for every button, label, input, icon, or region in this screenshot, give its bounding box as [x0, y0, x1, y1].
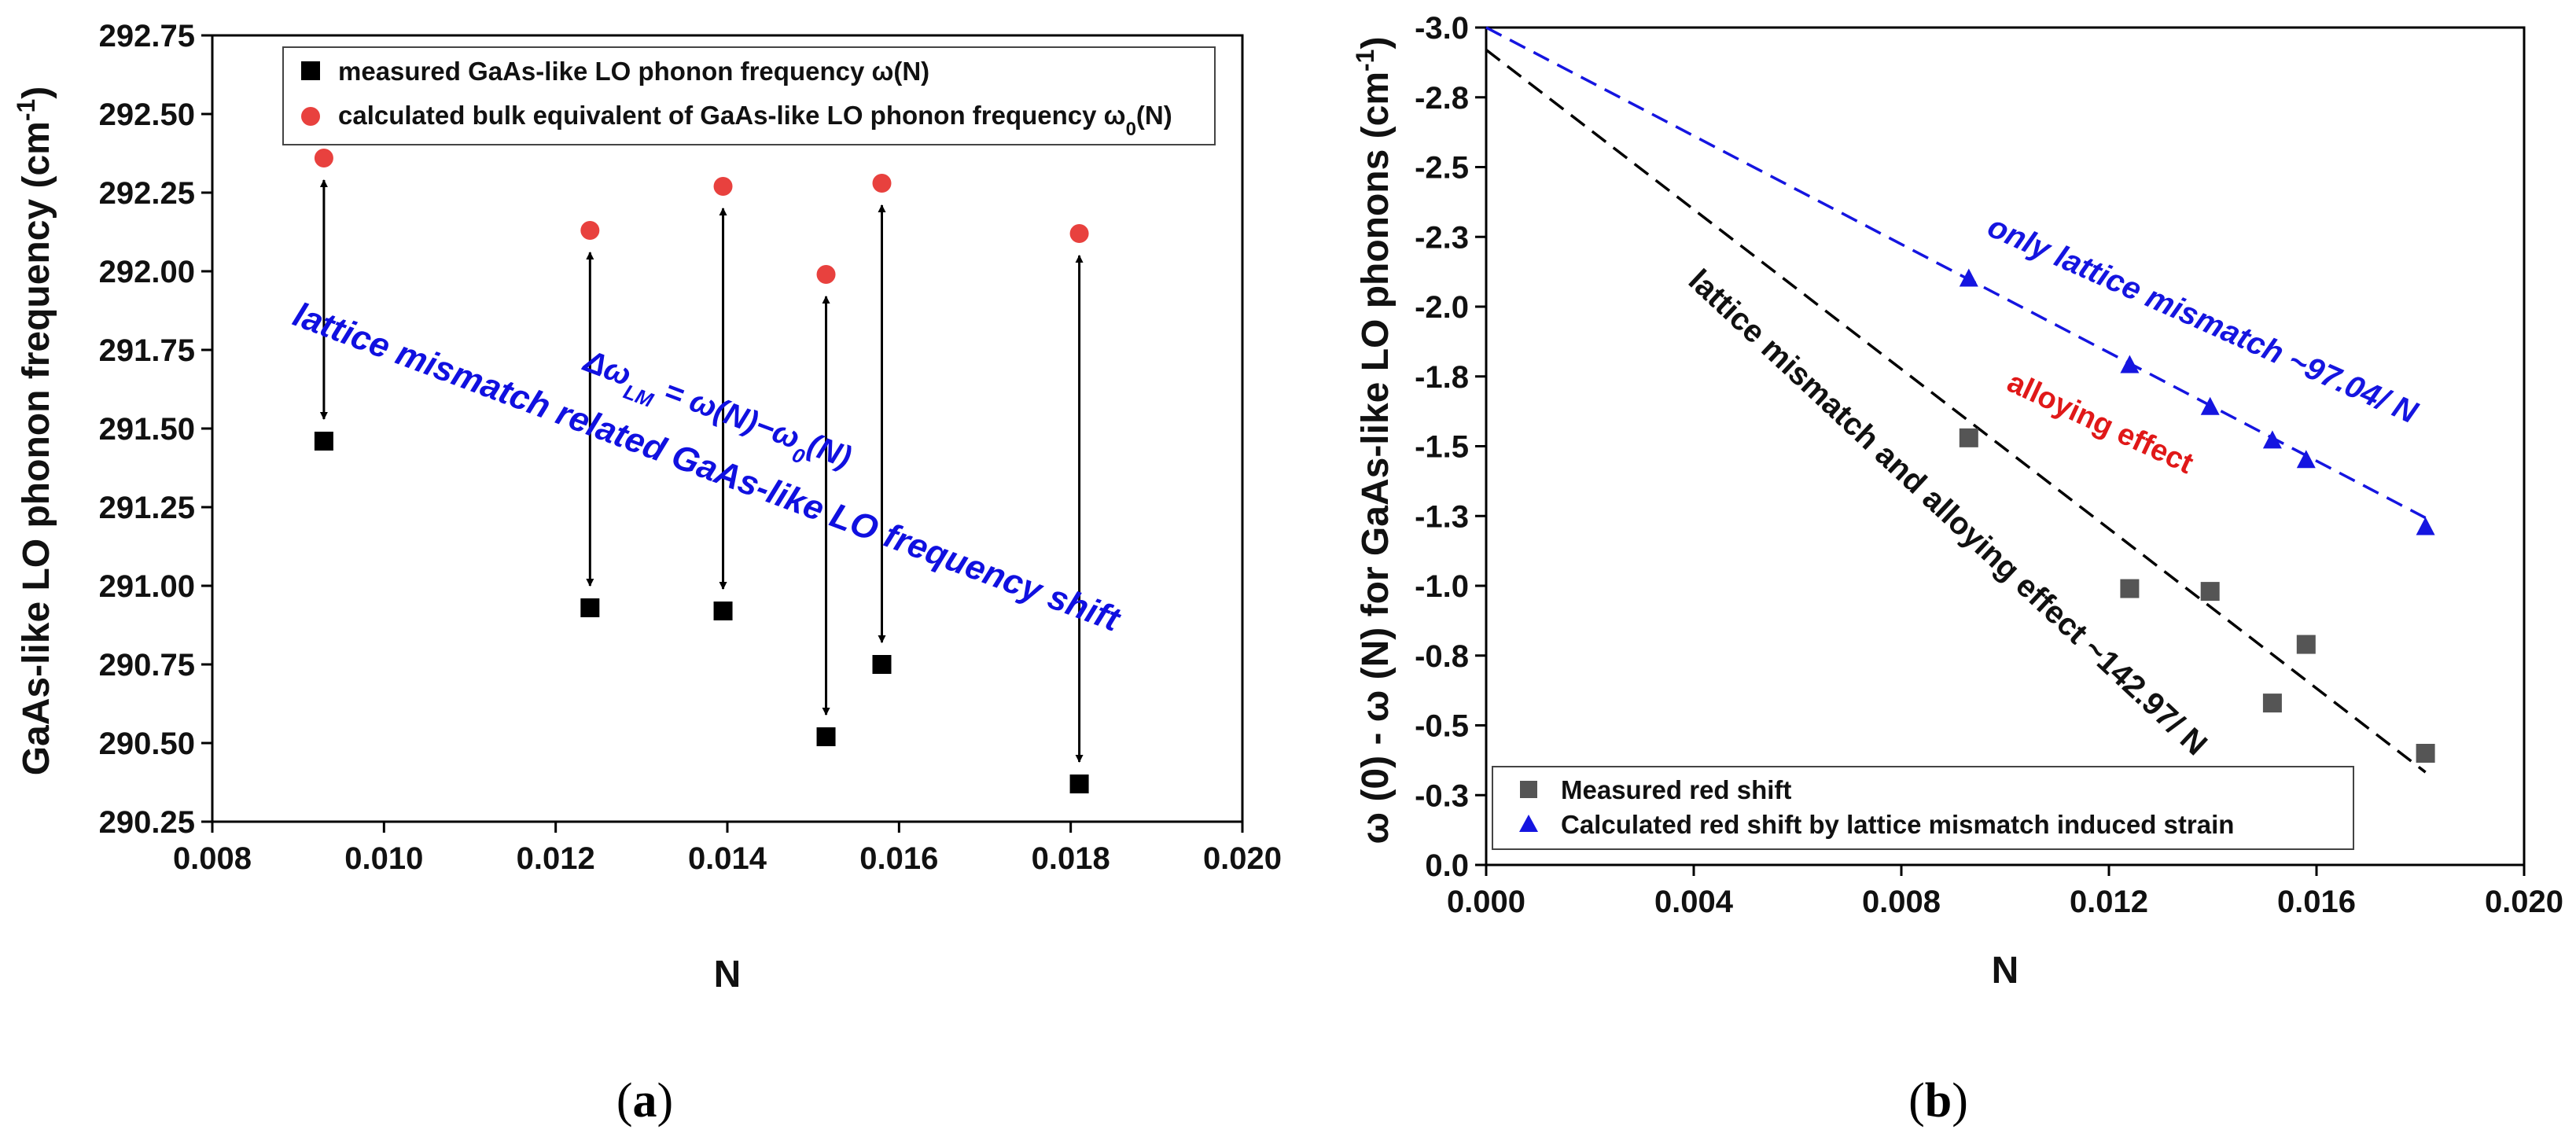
panel-a-x-label: N: [714, 954, 742, 995]
panel-a-x-tick-label: 0.016: [859, 841, 938, 876]
measured-frequency-point: [580, 598, 600, 617]
alloying-effect-label: alloying effect: [2002, 366, 2199, 480]
panel-a-x-tick-label: 0.018: [1032, 841, 1110, 876]
panel-a-x-tick-label: 0.012: [517, 841, 595, 876]
shift-annotation: lattice mismatch related GaAs-like LO fr…: [288, 295, 1126, 639]
panel-b-y-tick-label: -1.0: [1415, 569, 1469, 604]
panel-a-chart: 0.008 0.010 0.012 0.014 0.016 0.018 0.020 290.…: [12, 19, 1282, 1128]
panel-b-y-label: ω (0) - ω (N) for GaAs-like LO phonons (…: [1351, 37, 1397, 844]
panel-b-y-tick-label: -2.5: [1415, 151, 1469, 186]
calculated-red-shift-point: [2262, 430, 2282, 449]
panel-a-y-tick-label: 291.75: [99, 333, 195, 368]
panel-b-y-tick-label: -0.8: [1415, 639, 1469, 674]
bulk-frequency-point: [816, 265, 836, 284]
measured-frequency-point: [1069, 775, 1089, 793]
measured-frequency-point: [713, 602, 733, 620]
panel-a-y-tick-label: 291.00: [99, 569, 195, 604]
panel-b-x-label: N: [1992, 950, 2019, 992]
panel-a-markers: [314, 149, 1089, 793]
panel-b-legend: Measured red shift Calculated red shift …: [1492, 766, 2354, 850]
panel-a-y-tick-label: 292.50: [99, 98, 195, 132]
panel-a-x-ticks: 0.008 0.010 0.012 0.014 0.016 0.018 0.020: [173, 822, 1282, 876]
panel-a-y-label: GaAs-like LO phonon frequency (cm-1): [12, 86, 57, 776]
calculated-red-shift-point: [2200, 396, 2220, 415]
measured-red-shift-point: [2262, 694, 2282, 713]
panel-a-x-tick-label: 0.010: [344, 841, 423, 876]
legend-entry-calculated: calculated bulk equivalent of GaAs-like …: [338, 101, 1172, 140]
legend-circle-marker: [301, 107, 320, 126]
panel-b-y-tick-label: -1.8: [1415, 360, 1469, 395]
panel-b-legend-box: [1492, 766, 2354, 850]
panel-a-y-tick-label: 291.25: [99, 491, 195, 525]
legend-triangle-marker: [1519, 815, 1538, 832]
panel-b-fit-lines: [1485, 26, 2427, 774]
panel-b-x-ticks: 0.000 0.004 0.008 0.012 0.016 0.020: [1447, 865, 2563, 919]
alloying-fit-line: [1485, 49, 2427, 774]
panel-b-y-tick-label: -2.0: [1415, 290, 1469, 325]
panel-b-y-tick-label: 0.0: [1425, 848, 1469, 883]
bulk-frequency-point: [713, 177, 733, 196]
panel-b-y-tick-label: -3.0: [1415, 11, 1469, 46]
panel-b-y-tick-label: -1.5: [1415, 430, 1469, 465]
panel-b-y-tick-label: -2.8: [1415, 81, 1469, 116]
panel-a-y-tick-label: 292.75: [99, 19, 195, 53]
calculated-red-shift-point: [1959, 268, 1978, 287]
panel-b-x-tick-label: 0.016: [2277, 885, 2356, 919]
panel-a-x-tick-label: 0.014: [688, 841, 767, 876]
panel-b-markers: [1959, 268, 2435, 763]
panel-b-chart: 0.000 0.004 0.008 0.012 0.016 0.020 0.0 -0.3 -0…: [1351, 11, 2563, 1128]
fit-label-alloying: lattice mismatch and alloying effect ~14…: [1682, 263, 2214, 762]
panel-b-y-tick-label: -0.3: [1415, 778, 1469, 813]
bulk-frequency-point: [314, 149, 333, 167]
panel-b-x-tick-label: 0.012: [2070, 885, 2148, 919]
panel-a-legend-box: [282, 46, 1216, 145]
panel-a-y-tick-label: 292.00: [99, 255, 195, 289]
panel-a-x-tick-label: 0.008: [173, 841, 252, 876]
bulk-frequency-point: [580, 221, 600, 240]
measured-red-shift-point: [2296, 635, 2316, 654]
measured-red-shift-point: [2120, 579, 2140, 598]
measured-frequency-point: [314, 432, 333, 451]
calculated-red-shift-point: [2296, 450, 2316, 469]
calculated-red-shift-point: [2416, 517, 2435, 535]
panel-b-x-tick-label: 0.008: [1862, 885, 1941, 919]
panel-a-shift-arrows: [319, 179, 1084, 763]
panel-a-y-tick-label: 291.50: [99, 412, 195, 447]
panel-a-y-tick-label: 290.50: [99, 727, 195, 761]
legend-entry-measured: measured GaAs-like LO phonon frequency ω…: [338, 57, 929, 86]
measured-frequency-point: [872, 655, 892, 674]
panel-a-legend: measured GaAs-like LO phonon frequency ω…: [282, 46, 1216, 145]
calculated-red-shift-point: [2120, 355, 2140, 373]
panel-b-x-tick-label: 0.020: [2485, 885, 2563, 919]
panel-b-plot-frame: [1485, 26, 2526, 867]
panel-a-caption: (a): [616, 1074, 673, 1128]
panel-b-caption: (b): [1908, 1074, 1968, 1128]
panel-a-x-tick-label: 0.020: [1203, 841, 1282, 876]
panel-a-y-tick-label: 290.75: [99, 648, 195, 683]
measured-red-shift-point: [2200, 582, 2220, 602]
panel-a-y-ticks: 290.25 290.50 290.75 291.00 291.25 291.50 291.…: [99, 19, 212, 840]
panel-b-y-tick-label: -1.3: [1415, 499, 1469, 534]
bulk-frequency-point: [872, 174, 892, 193]
panel-a-y-tick-label: 292.25: [99, 176, 195, 211]
legend-square-marker: [301, 61, 320, 80]
legend-square-marker: [1520, 781, 1537, 798]
measured-red-shift-point: [2416, 744, 2435, 763]
panel-b-x-tick-label: 0.004: [1654, 885, 1734, 919]
legend-entry-calculated-red-shift: Calculated red shift by lattice mismatch…: [1561, 810, 2234, 839]
lattice-mismatch-fit-line: [1485, 26, 2427, 520]
panel-b-y-ticks: 0.0 -0.3 -0.5 -0.8 -1.0 -1.3 -1.5 -1.8 -2.0 -2.3 -…: [1415, 11, 1486, 883]
panel-b-y-tick-label: -0.5: [1415, 709, 1469, 744]
panel-a-y-tick-label: 290.25: [99, 805, 195, 840]
legend-entry-measured-red-shift: Measured red shift: [1561, 775, 1791, 804]
bulk-frequency-point: [1069, 224, 1089, 243]
panel-b-x-tick-label: 0.000: [1447, 885, 1525, 919]
measured-frequency-point: [816, 727, 836, 746]
measured-red-shift-point: [1959, 428, 1978, 447]
panel-b-y-tick-label: -2.3: [1415, 220, 1469, 255]
